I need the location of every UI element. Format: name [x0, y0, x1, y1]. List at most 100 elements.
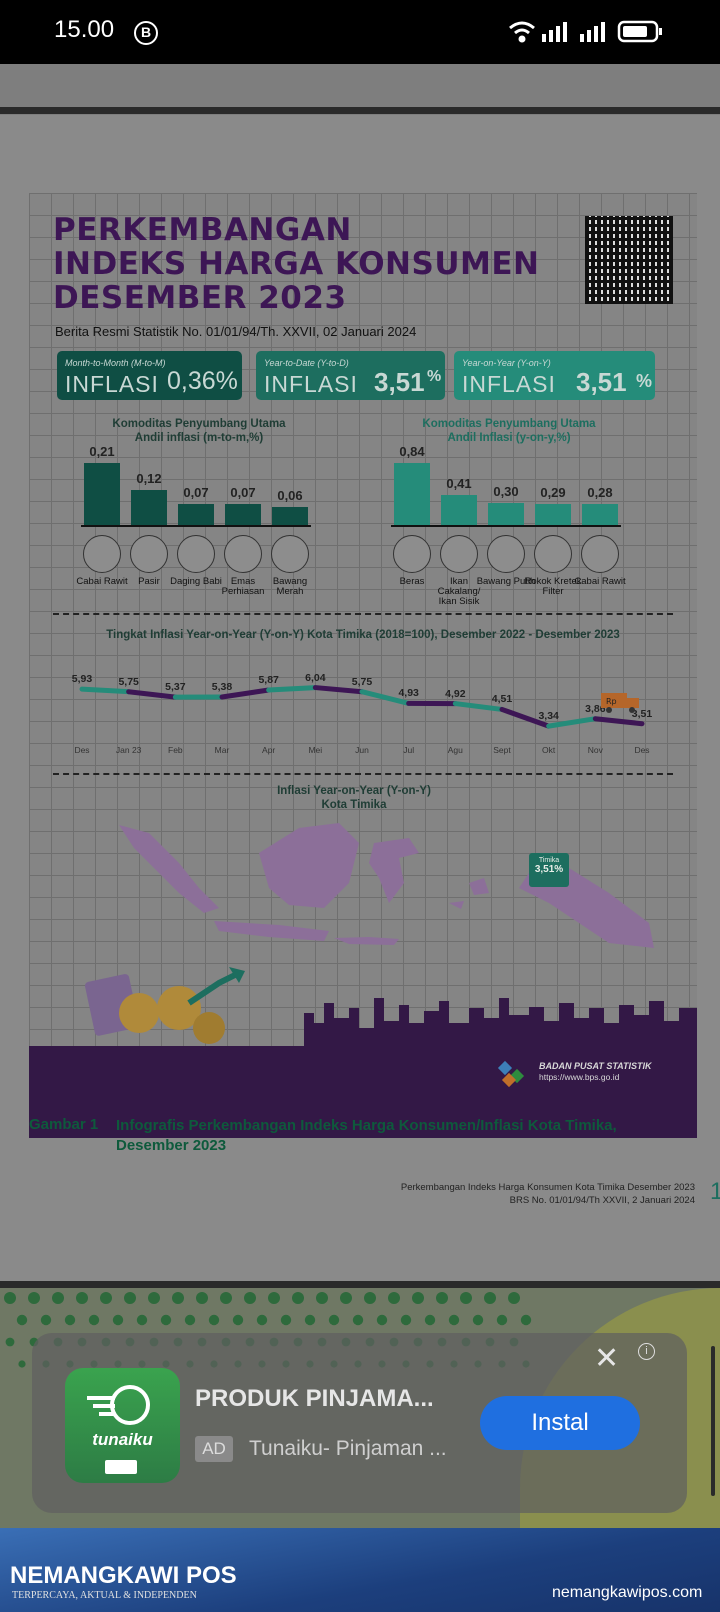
ad-dot: [424, 1314, 436, 1326]
cigarette-icon: [534, 535, 572, 573]
month-label: Jan 23: [115, 745, 142, 755]
bps-name: BADAN PUSAT STATISTIK: [539, 1061, 652, 1071]
line-segment: [266, 685, 318, 693]
yoy-bar: [394, 463, 430, 525]
footer-line-1: Perkembangan Indeks Harga Konsumen Kota …: [400, 1182, 695, 1193]
yoy-bar: [441, 494, 477, 525]
ad-dot: [376, 1314, 388, 1326]
infographic-subtitle: Berita Resmi Statistik No. 01/01/94/Th. …: [55, 324, 417, 339]
month-label: Feb: [168, 745, 183, 755]
mtm-bar-label: Emas Perhiasan: [221, 576, 265, 597]
ad-dot: [436, 1292, 448, 1304]
map-nusa-tenggara: [334, 937, 399, 945]
ad-dot: [4, 1292, 16, 1304]
brand-name: NEMANGKAWI POS: [10, 1562, 237, 1589]
info-icon[interactable]: i: [638, 1343, 655, 1360]
ad-card[interactable]: tunaiku PRODUK PINJAMA... AD Tunaiku- Pi…: [32, 1333, 687, 1513]
month-label: Okt: [542, 745, 556, 755]
brand-bar: NEMANGKAWI POS TERPERCAYA, AKTUAL & INDE…: [0, 1528, 720, 1612]
page-number: 1: [710, 1178, 720, 1205]
ojk-badge-icon: [105, 1460, 137, 1474]
mtm-bar-label: Bawang Merah: [272, 576, 308, 597]
truck-icon: Rp: [601, 693, 639, 713]
bps-url[interactable]: https://www.bps.go.id: [539, 1072, 620, 1082]
month-label: Apr: [262, 745, 276, 755]
box-label: Year-to-Date (Y-to-D): [264, 358, 349, 368]
line-chart-svg: [79, 685, 645, 729]
ad-dot: [508, 1292, 520, 1304]
inflation-box-ytd: Year-to-Date (Y-to-D) INFLASI 3,51 %: [256, 351, 445, 400]
map-java: [214, 921, 329, 941]
line-point-label: 4,93: [398, 687, 419, 700]
ad-dot: [112, 1314, 124, 1326]
status-time: 15.00: [54, 16, 115, 43]
box-word: INFLASI: [462, 371, 556, 397]
line-segment: [452, 701, 505, 712]
fish-icon: [440, 535, 478, 573]
month-label: Mei: [308, 745, 323, 755]
install-button[interactable]: Instal: [480, 1396, 640, 1450]
month-label: Jul: [403, 745, 415, 755]
line-point-label: 5,38: [211, 681, 233, 693]
yoy-bar-label: Beras: [399, 576, 425, 587]
month-label: Mar: [214, 745, 230, 755]
footer-line-2: BRS No. 01/01/94/Th XXVII, 2 Januari 202…: [509, 1195, 695, 1206]
mtm-bar-value: 0,12: [136, 470, 162, 486]
ad-dot: [520, 1314, 532, 1326]
yoy-bar-label: Rokok Kretek Filter: [524, 576, 582, 597]
map-title: Inflasi Year-on-Year (Y-on-Y) Kota Timik…: [29, 784, 679, 812]
box-value: 0,36%: [167, 367, 238, 395]
yoy-bar-chart: 0,84 Beras 0,41 Ikan Cakalang/ Ikan Sisik 0,…: [391, 443, 634, 613]
qr-code[interactable]: [585, 216, 673, 304]
ad-dot: [400, 1314, 412, 1326]
ad-title[interactable]: PRODUK PINJAMA...: [195, 1385, 434, 1412]
yoy-bar: [535, 503, 571, 525]
scrollbar[interactable]: [711, 1346, 715, 1496]
yoy-subtitle: Andil Inflasi (y-on-y,%): [447, 432, 571, 444]
ad-dot: [40, 1314, 52, 1326]
ad-dot: [220, 1292, 232, 1304]
map-tag: Timika 3,51%: [529, 853, 569, 887]
onion-icon: [271, 535, 309, 573]
app-name: tunaiku: [92, 1430, 153, 1449]
map-sumatra: [119, 825, 219, 913]
svg-text:Rp: Rp: [606, 697, 617, 706]
map-title-line-1: Inflasi Year-on-Year (Y-on-Y): [277, 785, 431, 797]
ad-dot: [460, 1292, 472, 1304]
ad-badge: AD: [195, 1436, 233, 1462]
brand-url[interactable]: nemangkawipos.com: [552, 1584, 703, 1601]
map-tag-city: Timika: [538, 857, 560, 864]
rice-icon: [393, 535, 431, 573]
indonesia-map: [119, 823, 654, 948]
ad-dot: [484, 1292, 496, 1304]
ad-dot: [88, 1314, 100, 1326]
ad-dot: [18, 1360, 26, 1368]
ad-dot: [280, 1314, 292, 1326]
box-word: INFLASI: [65, 371, 159, 397]
box-unit: %: [427, 368, 442, 385]
divider: [0, 1281, 720, 1288]
close-icon[interactable]: ✕: [594, 1342, 620, 1375]
box-unit: %: [636, 371, 653, 391]
line-point-label: 4,92: [445, 687, 466, 700]
mtm-bar-label: Pasir: [138, 576, 160, 587]
line-point-label: 3,86: [585, 702, 606, 715]
ad-dot: [256, 1314, 268, 1326]
yoy-bar: [488, 502, 524, 525]
divider: [0, 107, 720, 114]
ad-dot: [496, 1314, 508, 1326]
ad-dot: [124, 1292, 136, 1304]
ad-dot: [172, 1292, 184, 1304]
ad-subtitle: Tunaiku- Pinjaman ...: [249, 1437, 447, 1460]
month-label: Sept: [493, 745, 511, 755]
line-chart-title: Tingkat Inflasi Year-on-Year (Y-on-Y) Ko…: [106, 629, 620, 641]
line-segment: [359, 689, 412, 706]
line-segment: [312, 685, 365, 695]
yoy-bar-value: 0,84: [399, 444, 425, 459]
inflation-box-yoy: Year-on-Year (Y-on-Y) INFLASI 3,51 %: [454, 351, 655, 400]
app-logo[interactable]: tunaiku: [65, 1368, 180, 1483]
ad-dot: [448, 1314, 460, 1326]
mtm-subtitle: Andil inflasi (m-to-m,%): [134, 432, 264, 444]
map-title-line-2: Kota Timika: [321, 799, 387, 811]
wifi-icon: [509, 21, 535, 43]
